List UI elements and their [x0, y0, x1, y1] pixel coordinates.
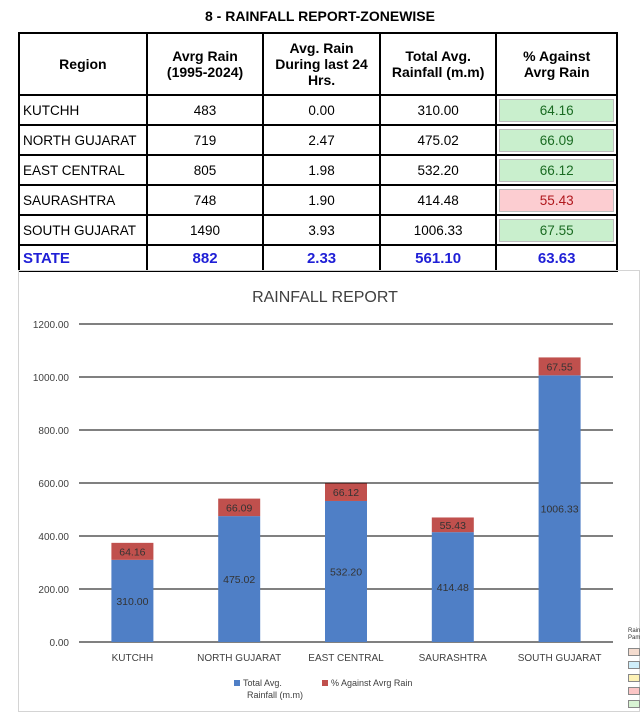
- side-key-swatch: [628, 687, 640, 695]
- data-label-total: 1006.33: [541, 504, 579, 516]
- bar-percent-against: [325, 483, 367, 501]
- percent-value: 55.43: [499, 188, 614, 212]
- bar-percent-against: [431, 517, 474, 533]
- bar-total-avg-rainfall: [538, 375, 581, 642]
- side-key-swatch: [628, 700, 640, 708]
- total-rainfall-cell: 414.48: [378, 184, 498, 216]
- table-row: EAST CENTRAL 805 1.98 532.20 66.12: [18, 154, 618, 186]
- bar-percent-against: [218, 498, 261, 517]
- region-cell: SOUTH GUJARAT: [18, 214, 148, 246]
- y-tick-label: 1000.00: [33, 373, 70, 384]
- column-header: Avrg Rain (1995-2024): [145, 32, 265, 96]
- last-24-hrs-cell: 1.98: [262, 154, 381, 186]
- total-rainfall-cell: 532.20: [378, 154, 498, 186]
- side-key-swatch: [628, 661, 640, 669]
- side-color-key: Rain Pam: [628, 628, 640, 713]
- data-label-percent: 66.09: [226, 502, 252, 514]
- last-24-hrs-cell: 3.93: [262, 214, 381, 246]
- percent-value: 67.55: [499, 218, 614, 242]
- state-total-row: STATE 882 2.33 561.10 63.63: [18, 244, 618, 272]
- bar-total-avg-rainfall: [431, 532, 474, 642]
- column-header: Avg. Rain During last 24 Hrs.: [262, 32, 381, 96]
- data-label-percent: 66.12: [333, 487, 359, 499]
- x-tick-label: EAST CENTRAL: [308, 653, 384, 664]
- percent-value: 64.16: [499, 98, 614, 122]
- legend-label-total: Total Avg.: [243, 678, 282, 688]
- avrg-rain-cell: 1490: [145, 214, 265, 246]
- table-header-row: Region Avrg Rain (1995-2024) Avg. Rain Durin…: [18, 32, 618, 96]
- chart-area: RAINFALL REPORT 0.00 200.00 400.00 600.00 800…: [18, 270, 640, 712]
- region-cell: STATE: [18, 244, 148, 272]
- column-header: % Against Avrg Rain: [495, 32, 618, 96]
- last-24-hrs-cell: 0.00: [262, 94, 381, 126]
- bar-total-avg-rainfall: [218, 516, 261, 642]
- y-tick-label: 800.00: [38, 426, 69, 437]
- y-tick-label: 600.00: [38, 479, 69, 490]
- last-24-hrs-cell: 2.33: [262, 244, 381, 272]
- region-cell: NORTH GUJARAT: [18, 124, 148, 156]
- legend-swatch-total: [234, 680, 240, 686]
- column-header: Region: [18, 32, 148, 96]
- table-row: SAURASHTRA 748 1.90 414.48 55.43: [18, 184, 618, 216]
- bar-percent-against: [538, 357, 581, 376]
- rainfall-table: Region Avrg Rain (1995-2024) Avg. Rain Durin…: [18, 32, 618, 272]
- table-row: SOUTH GUJARAT 1490 3.93 1006.33 67.55: [18, 214, 618, 246]
- side-key-swatch: [628, 674, 640, 682]
- percent-against-cell: 55.43: [495, 184, 618, 216]
- percent-against-cell: 66.12: [495, 154, 618, 186]
- percent-against-cell: 66.09: [495, 124, 618, 156]
- side-key-label: Pam: [628, 635, 640, 641]
- total-rainfall-cell: 475.02: [378, 124, 498, 156]
- avrg-rain-cell: 483: [145, 94, 265, 126]
- total-rainfall-cell: 1006.33: [378, 214, 498, 246]
- y-tick-label: 200.00: [38, 585, 69, 596]
- side-key-label: Rain: [628, 628, 640, 634]
- avrg-rain-cell: 882: [145, 244, 265, 272]
- data-label-percent: 55.43: [440, 520, 466, 532]
- column-header: Total Avg. Rainfall (m.m): [378, 32, 498, 96]
- total-rainfall-cell: 561.10: [378, 244, 498, 272]
- legend-swatch-percent: [322, 680, 328, 686]
- chart-title: RAINFALL REPORT: [252, 289, 398, 306]
- y-tick-label: 0.00: [50, 638, 70, 649]
- percent-against-cell: 63.63: [495, 244, 618, 272]
- bar-total-avg-rainfall: [325, 500, 367, 642]
- last-24-hrs-cell: 2.47: [262, 124, 381, 156]
- rainfall-chart: RAINFALL REPORT 0.00 200.00 400.00 600.00 800…: [33, 289, 613, 700]
- report-title: 8 - RAINFALL REPORT-ZONEWISE: [205, 8, 435, 24]
- x-tick-label: SAURASHTRA: [419, 653, 488, 664]
- percent-against-cell: 67.55: [495, 214, 618, 246]
- percent-value: 66.09: [499, 128, 614, 152]
- avrg-rain-cell: 719: [145, 124, 265, 156]
- x-tick-label: NORTH GUJARAT: [197, 653, 281, 664]
- percent-value: 66.12: [499, 158, 614, 182]
- x-tick-label: KUTCHH: [112, 653, 154, 664]
- percent-against-cell: 64.16: [495, 94, 618, 126]
- x-tick-label: SOUTH GUJARAT: [518, 653, 602, 664]
- table-row: KUTCHH 483 0.00 310.00 64.16: [18, 94, 618, 126]
- data-label-percent: 67.55: [546, 361, 572, 373]
- avrg-rain-cell: 748: [145, 184, 265, 216]
- data-label-total: 310.00: [116, 596, 148, 608]
- region-cell: KUTCHH: [18, 94, 148, 126]
- table-row: NORTH GUJARAT 719 2.47 475.02 66.09: [18, 124, 618, 156]
- y-tick-label: 1200.00: [33, 320, 70, 331]
- last-24-hrs-cell: 1.90: [262, 184, 381, 216]
- total-rainfall-cell: 310.00: [378, 94, 498, 126]
- bar-total-avg-rainfall: [111, 559, 154, 642]
- region-cell: EAST CENTRAL: [18, 154, 148, 186]
- y-tick-label: 400.00: [38, 532, 69, 543]
- legend-label-total-line2: Rainfall (m.m): [247, 690, 303, 700]
- avrg-rain-cell: 805: [145, 154, 265, 186]
- bar-percent-against: [111, 542, 154, 560]
- data-label-total: 532.20: [330, 566, 362, 578]
- data-label-total: 475.02: [223, 574, 255, 586]
- legend-label-percent: % Against Avrg Rain: [331, 678, 412, 688]
- data-label-total: 414.48: [437, 582, 469, 594]
- region-cell: SAURASHTRA: [18, 184, 148, 216]
- data-label-percent: 64.16: [119, 546, 145, 558]
- side-key-swatch: [628, 648, 640, 656]
